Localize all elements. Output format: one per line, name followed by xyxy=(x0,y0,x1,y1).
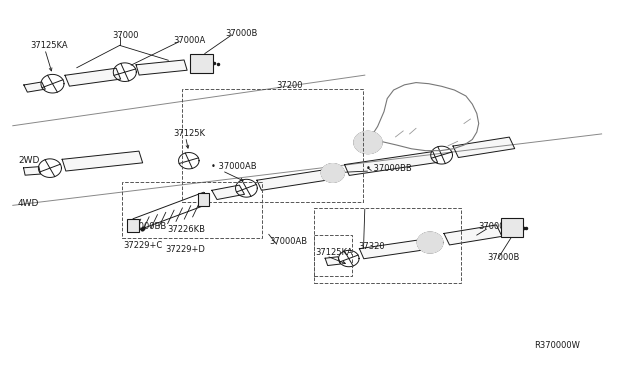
Text: • 37000BB: • 37000BB xyxy=(366,164,412,173)
Bar xyxy=(127,219,139,232)
Text: 4WD: 4WD xyxy=(18,199,39,208)
Text: 37229+D: 37229+D xyxy=(165,245,205,254)
Polygon shape xyxy=(354,131,382,154)
Bar xyxy=(501,218,524,237)
Text: 37125K: 37125K xyxy=(173,129,205,138)
Polygon shape xyxy=(212,185,244,199)
Bar xyxy=(182,89,363,202)
Text: • 37000AB: • 37000AB xyxy=(211,162,257,171)
Polygon shape xyxy=(65,68,120,86)
Bar xyxy=(198,193,209,205)
Text: 37200: 37200 xyxy=(276,81,303,90)
Text: 2WD: 2WD xyxy=(18,156,39,165)
Polygon shape xyxy=(136,60,187,75)
Polygon shape xyxy=(62,151,143,171)
Text: 37226KB: 37226KB xyxy=(168,225,205,234)
Text: R370000W: R370000W xyxy=(534,341,580,350)
Polygon shape xyxy=(344,151,438,176)
Polygon shape xyxy=(325,257,340,266)
Polygon shape xyxy=(24,167,40,175)
Bar xyxy=(122,182,262,238)
Text: 37000: 37000 xyxy=(112,31,138,40)
Polygon shape xyxy=(444,225,502,245)
Polygon shape xyxy=(321,164,344,182)
Bar xyxy=(314,235,352,276)
Polygon shape xyxy=(257,170,329,190)
Text: 37229+C: 37229+C xyxy=(123,241,162,250)
Bar xyxy=(314,208,461,283)
Text: 37125KA: 37125KA xyxy=(30,41,68,50)
Text: 37000B: 37000B xyxy=(488,253,520,262)
Text: 37000A: 37000A xyxy=(479,222,511,231)
Polygon shape xyxy=(417,232,443,253)
Polygon shape xyxy=(453,137,515,157)
Text: 37000BB: 37000BB xyxy=(128,222,166,231)
Bar xyxy=(191,54,212,73)
Text: 37125KA: 37125KA xyxy=(316,248,353,257)
Polygon shape xyxy=(360,240,424,259)
Text: 37320: 37320 xyxy=(358,242,385,251)
Text: 37000B: 37000B xyxy=(225,29,258,38)
Text: 37000AB: 37000AB xyxy=(269,237,307,246)
Text: 37000A: 37000A xyxy=(173,36,205,45)
Polygon shape xyxy=(24,82,45,92)
